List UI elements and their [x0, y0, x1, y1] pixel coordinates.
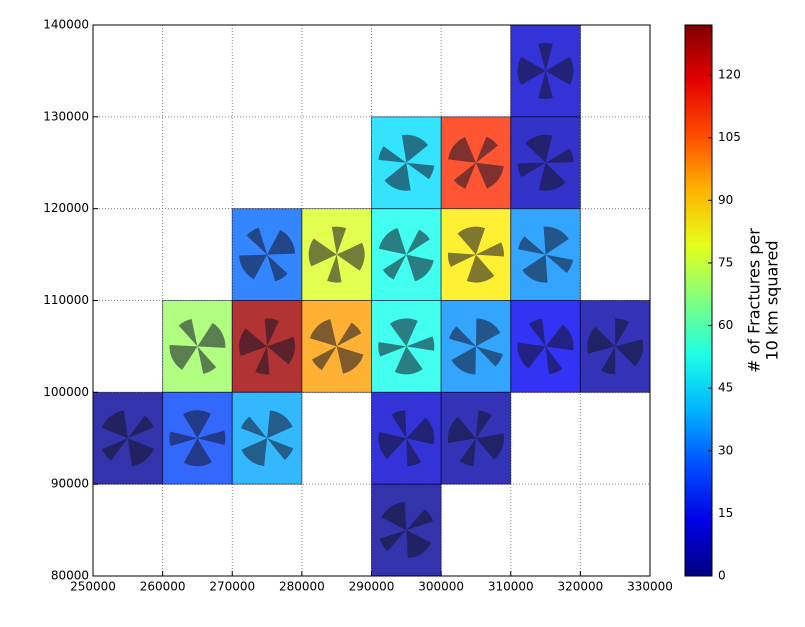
heat-cell — [510, 116, 581, 210]
colorbar-tick-label: 120 — [718, 68, 741, 82]
x-tick-label: 280000 — [279, 580, 325, 594]
x-tick-label: 250000 — [70, 580, 116, 594]
heat-cell — [440, 116, 512, 210]
y-tick-label: 110000 — [43, 293, 89, 307]
rose-diagram — [449, 318, 503, 375]
colorbar-tick-label: 30 — [718, 443, 733, 457]
rose-diagram — [239, 318, 296, 375]
heat-cell — [231, 208, 303, 302]
colorbar-tick-label: 0 — [718, 569, 726, 583]
colorbar-tick-label: 75 — [718, 255, 733, 269]
rose-diagram — [101, 410, 154, 466]
rose-diagram — [378, 227, 434, 282]
rose-diagram — [169, 319, 226, 374]
y-tick-label: 120000 — [43, 201, 89, 215]
heat-cell — [440, 300, 512, 393]
x-tick-label: 320000 — [557, 580, 603, 594]
x-tick-label: 300000 — [418, 580, 464, 594]
heat-cell — [371, 208, 442, 302]
heat-cell — [231, 391, 303, 485]
y-tick-label: 100000 — [43, 385, 89, 399]
rose-diagram — [239, 227, 296, 282]
y-tick-label: 90000 — [51, 477, 89, 491]
rose-diagram — [379, 502, 433, 559]
rose-diagram — [517, 318, 574, 375]
colorbar-tick-label: 105 — [718, 130, 741, 144]
colorbar-tick-label: 15 — [718, 506, 733, 520]
x-tick-label: 260000 — [140, 580, 186, 594]
rose-diagram — [308, 226, 365, 283]
rose-diagram — [169, 410, 226, 467]
rose-diagram — [447, 226, 504, 283]
rose-diagram — [240, 410, 294, 467]
y-tick-label: 130000 — [43, 109, 89, 123]
rose-diagram — [517, 42, 574, 99]
x-tick-label: 330000 — [627, 580, 673, 594]
rose-diagram — [517, 134, 574, 191]
heat-cell — [92, 391, 164, 485]
colorbar-label: # of Fractures per — [745, 228, 764, 373]
rose-diagram — [378, 318, 435, 375]
heat-cell — [371, 116, 442, 210]
x-tick-label: 270000 — [209, 580, 255, 594]
rose-diagram — [448, 136, 504, 189]
rose-diagram — [309, 319, 364, 374]
rose-diagram — [378, 410, 435, 467]
colorbar-label: 10 km squared — [763, 240, 782, 360]
rose-diagram — [378, 134, 435, 191]
colorbar-tick-label: 45 — [718, 381, 733, 395]
rose-diagram — [587, 318, 644, 375]
rose-diagram — [518, 226, 574, 283]
y-tick-label: 80000 — [51, 569, 89, 583]
plot-frame — [92, 24, 651, 577]
heat-cell — [301, 300, 372, 393]
colorbar-tick-label: 60 — [718, 318, 733, 332]
colorbar — [684, 24, 713, 577]
y-tick-label: 140000 — [43, 18, 89, 32]
x-tick-label: 290000 — [349, 580, 395, 594]
x-tick-label: 310000 — [488, 580, 534, 594]
rose-diagram — [447, 410, 504, 467]
colorbar-tick-label: 90 — [718, 193, 733, 207]
